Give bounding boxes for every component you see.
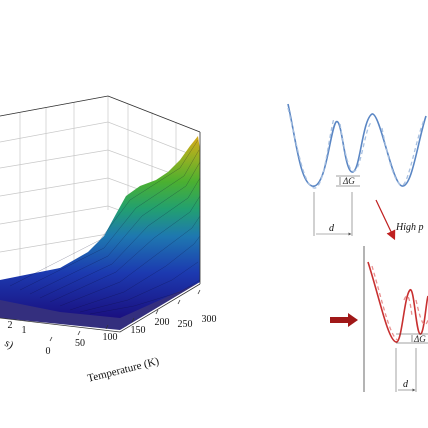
x-tick-3: 150: [131, 325, 146, 336]
potential-bottom: ΔG d: [330, 246, 428, 392]
x-tick-6: 300: [202, 314, 217, 325]
surface-body: [0, 136, 200, 318]
x-tick-5: 250: [178, 319, 193, 330]
x-tick-4: 200: [155, 317, 170, 328]
block-arrow: [330, 313, 358, 327]
surface-mesh: [9, 139, 201, 315]
plot-box: [0, 95, 201, 333]
x-tick-2: 100: [103, 332, 118, 343]
x-tick-0: 0: [46, 346, 51, 357]
x-tick-1: 50: [75, 338, 85, 349]
surface-plot: 0 50 100 150 200 250 300 Temperature (K)…: [0, 95, 217, 385]
potential-bottom-dashed: [371, 265, 428, 341]
y-axis-title-fragment: s): [3, 337, 16, 352]
y-tick-1: 1: [22, 325, 27, 336]
distance-label-top: d: [329, 223, 335, 234]
transition: High p: [375, 199, 424, 241]
distance-label-bottom: d: [403, 379, 409, 390]
delta-g-label-bottom: ΔG: [413, 334, 426, 344]
potential-top: ΔG d: [287, 103, 427, 236]
transition-arrow: [375, 199, 396, 241]
x-axis-title: Temperature (K): [86, 355, 160, 384]
potential-top-dashed: [287, 107, 425, 189]
y-tick-0: 2: [8, 320, 13, 331]
delta-g-label-top: ΔG: [342, 176, 355, 186]
y-axis: 2 1 s): [3, 320, 27, 352]
potential-bottom-solid: [367, 261, 428, 343]
transition-label: High p: [395, 222, 424, 233]
potential-top-solid: [287, 103, 427, 187]
